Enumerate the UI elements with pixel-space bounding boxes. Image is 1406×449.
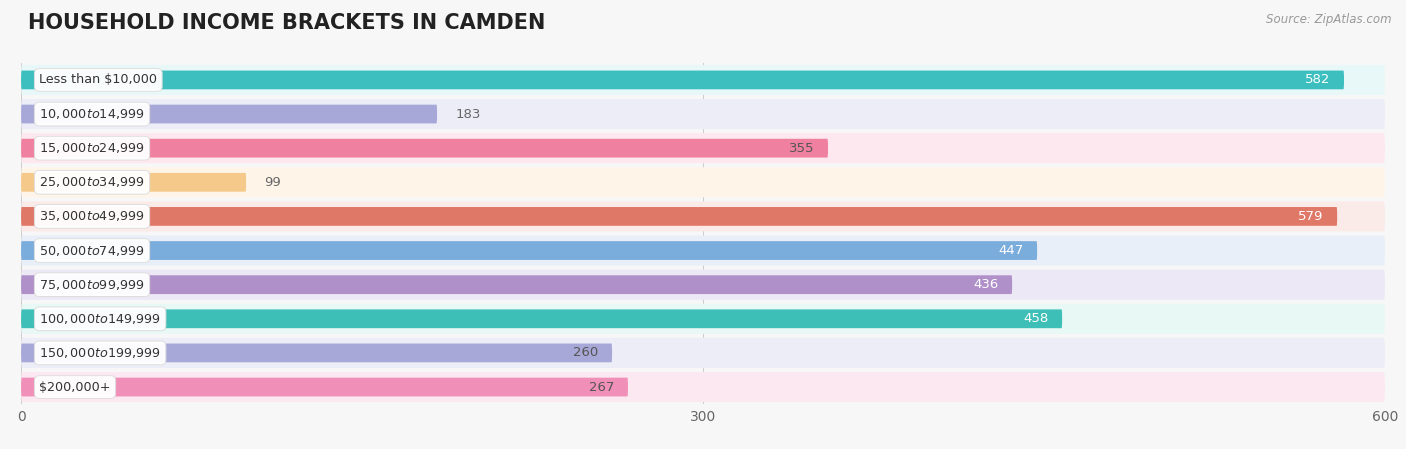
FancyBboxPatch shape	[21, 309, 1062, 328]
Text: 458: 458	[1024, 313, 1049, 325]
FancyBboxPatch shape	[21, 173, 246, 192]
Text: 183: 183	[456, 108, 481, 120]
FancyBboxPatch shape	[21, 70, 1344, 89]
Text: $10,000 to $14,999: $10,000 to $14,999	[39, 107, 145, 121]
Text: 579: 579	[1298, 210, 1323, 223]
Text: $25,000 to $34,999: $25,000 to $34,999	[39, 175, 145, 189]
FancyBboxPatch shape	[21, 133, 1385, 163]
Text: 355: 355	[789, 142, 814, 154]
Text: $50,000 to $74,999: $50,000 to $74,999	[39, 243, 145, 258]
FancyBboxPatch shape	[21, 304, 1385, 334]
Text: 267: 267	[589, 381, 614, 393]
FancyBboxPatch shape	[21, 99, 1385, 129]
FancyBboxPatch shape	[21, 105, 437, 123]
FancyBboxPatch shape	[21, 343, 612, 362]
Text: 447: 447	[998, 244, 1024, 257]
Text: Less than $10,000: Less than $10,000	[39, 74, 157, 86]
FancyBboxPatch shape	[21, 372, 1385, 402]
FancyBboxPatch shape	[21, 139, 828, 158]
Text: 260: 260	[574, 347, 599, 359]
Text: HOUSEHOLD INCOME BRACKETS IN CAMDEN: HOUSEHOLD INCOME BRACKETS IN CAMDEN	[28, 13, 546, 34]
FancyBboxPatch shape	[21, 338, 1385, 368]
Text: 436: 436	[973, 278, 998, 291]
FancyBboxPatch shape	[21, 207, 1337, 226]
Text: $15,000 to $24,999: $15,000 to $24,999	[39, 141, 145, 155]
Text: $75,000 to $99,999: $75,000 to $99,999	[39, 277, 145, 292]
Text: $35,000 to $49,999: $35,000 to $49,999	[39, 209, 145, 224]
FancyBboxPatch shape	[21, 275, 1012, 294]
FancyBboxPatch shape	[21, 65, 1385, 95]
Text: $200,000+: $200,000+	[39, 381, 111, 393]
Text: Source: ZipAtlas.com: Source: ZipAtlas.com	[1267, 13, 1392, 26]
FancyBboxPatch shape	[21, 241, 1038, 260]
Text: 582: 582	[1305, 74, 1330, 86]
FancyBboxPatch shape	[21, 202, 1385, 231]
Text: 99: 99	[264, 176, 281, 189]
Text: $100,000 to $149,999: $100,000 to $149,999	[39, 312, 162, 326]
Text: $150,000 to $199,999: $150,000 to $199,999	[39, 346, 162, 360]
FancyBboxPatch shape	[21, 167, 1385, 197]
FancyBboxPatch shape	[21, 378, 628, 396]
FancyBboxPatch shape	[21, 236, 1385, 265]
FancyBboxPatch shape	[21, 270, 1385, 299]
